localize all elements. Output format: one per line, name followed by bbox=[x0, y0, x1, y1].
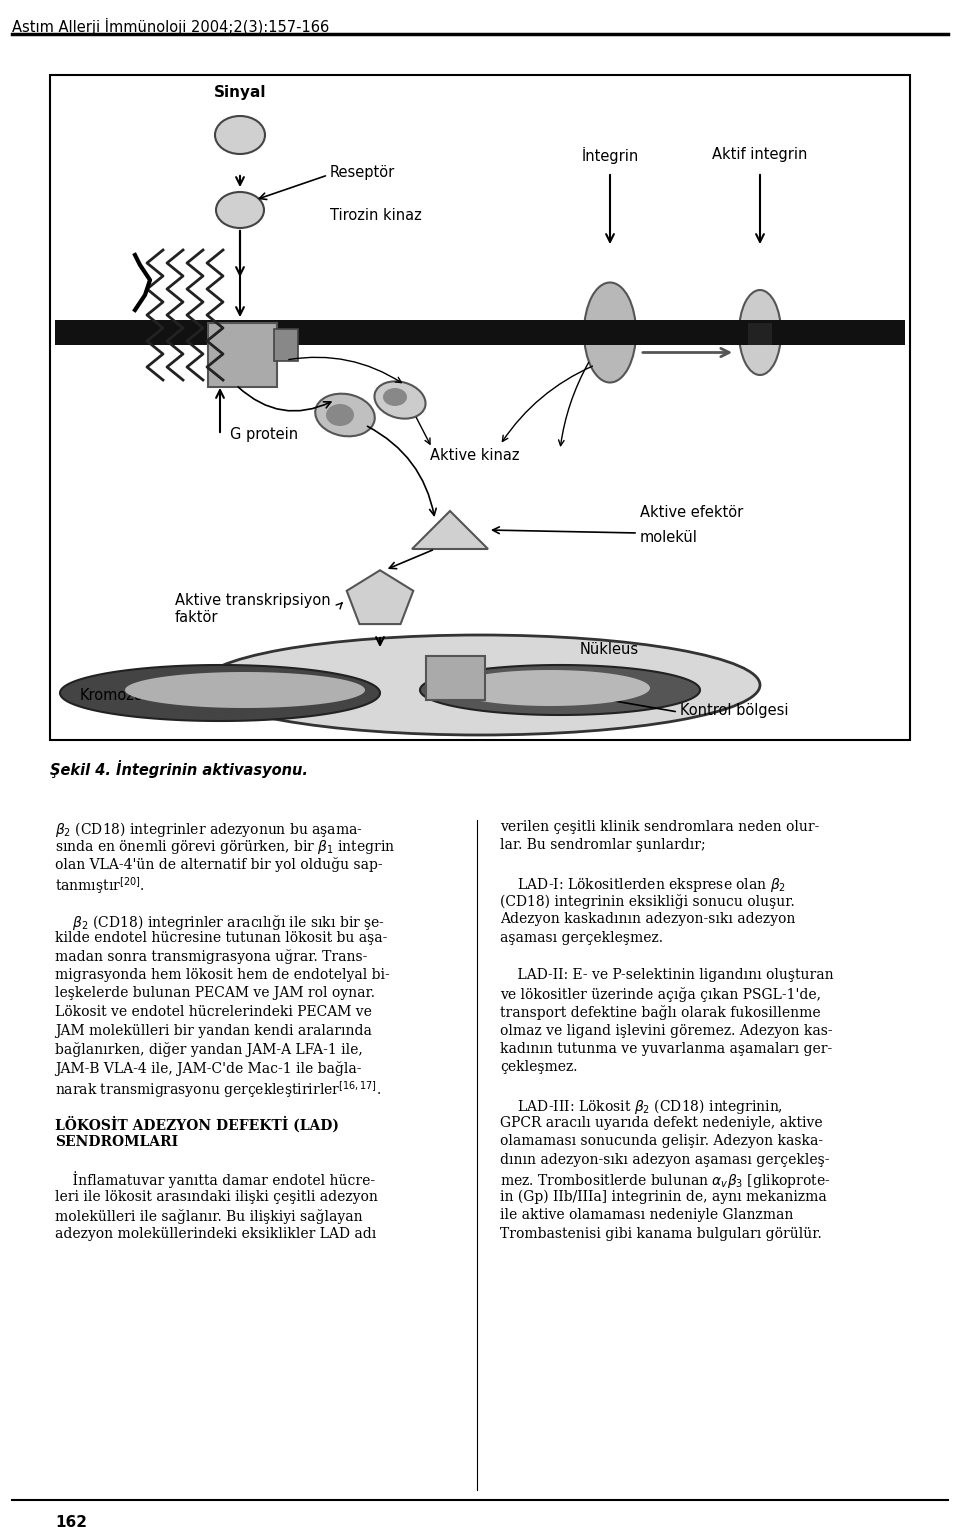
Text: leri ile lökosit arasındaki ilişki çeşitli adezyon: leri ile lökosit arasındaki ilişki çeşit… bbox=[55, 1190, 378, 1203]
Text: G protein: G protein bbox=[230, 428, 299, 443]
Text: migrasyonda hem lökosit hem de endotelyal bi-: migrasyonda hem lökosit hem de endotelya… bbox=[55, 968, 390, 982]
Text: 162: 162 bbox=[55, 1515, 87, 1527]
Text: JAM molekülleri bir yandan kendi aralarında: JAM molekülleri bir yandan kendi araları… bbox=[55, 1023, 372, 1037]
Text: Kontrol bölgesi: Kontrol bölgesi bbox=[680, 702, 788, 718]
Bar bbox=[55, 321, 905, 345]
Bar bbox=[748, 322, 772, 345]
FancyBboxPatch shape bbox=[274, 328, 298, 360]
Text: kadının tutunma ve yuvarlanma aşamaları ger-: kadının tutunma ve yuvarlanma aşamaları … bbox=[500, 1041, 832, 1057]
Text: Reseptör: Reseptör bbox=[330, 165, 396, 180]
Ellipse shape bbox=[383, 388, 407, 406]
Text: verilen çeşitli klinik sendromlara neden olur-: verilen çeşitli klinik sendromlara neden… bbox=[500, 820, 820, 834]
Text: Kromozom: Kromozom bbox=[80, 687, 158, 702]
Ellipse shape bbox=[326, 405, 354, 426]
Ellipse shape bbox=[374, 382, 425, 418]
Text: Şekil 4. İntegrinin aktivasyonu.: Şekil 4. İntegrinin aktivasyonu. bbox=[50, 760, 308, 777]
Text: tanmıştır$^{[20]}$.: tanmıştır$^{[20]}$. bbox=[55, 875, 145, 896]
FancyBboxPatch shape bbox=[426, 657, 485, 699]
Text: olmaz ve ligand işlevini göremez. Adezyon kas-: olmaz ve ligand işlevini göremez. Adezyo… bbox=[500, 1023, 832, 1037]
Text: JAM-B VLA-4 ile, JAM-C'de Mac-1 ile bağla-: JAM-B VLA-4 ile, JAM-C'de Mac-1 ile bağl… bbox=[55, 1060, 362, 1075]
Text: madan sonra transmigrasyona uğrar. Trans-: madan sonra transmigrasyona uğrar. Trans… bbox=[55, 950, 368, 965]
Text: Sinyal: Sinyal bbox=[214, 86, 266, 99]
Text: lar. Bu sendromlar şunlardır;: lar. Bu sendromlar şunlardır; bbox=[500, 838, 706, 852]
Text: dının adezyon-sıkı adezyon aşaması gerçekleş-: dının adezyon-sıkı adezyon aşaması gerçe… bbox=[500, 1153, 829, 1167]
Text: mez. Trombositlerde bulunan $\alpha_v\beta_3$ [glikoprote-: mez. Trombositlerde bulunan $\alpha_v\be… bbox=[500, 1171, 830, 1190]
Text: transport defektine bağlı olarak fukosillenme: transport defektine bağlı olarak fukosil… bbox=[500, 1005, 821, 1020]
Ellipse shape bbox=[200, 635, 760, 734]
Text: sında en önemli görevi görürken, bir $\beta_1$ integrin: sında en önemli görevi görürken, bir $\b… bbox=[55, 838, 396, 857]
Polygon shape bbox=[420, 664, 700, 715]
Text: aşaması gerçekleşmez.: aşaması gerçekleşmez. bbox=[500, 931, 663, 945]
Text: Aktive transkripsiyon: Aktive transkripsiyon bbox=[175, 592, 330, 608]
Text: LAD-III: Lökosit $\beta_2$ (CD18) integrinin,: LAD-III: Lökosit $\beta_2$ (CD18) integr… bbox=[500, 1098, 783, 1116]
Bar bbox=[580, 321, 640, 345]
Text: LAD-II: E- ve P-selektinin ligandını oluşturan: LAD-II: E- ve P-selektinin ligandını olu… bbox=[500, 968, 833, 982]
Text: Aktive kinaz: Aktive kinaz bbox=[430, 447, 519, 463]
Text: İnflamatuvar yanıtta damar endotel hücre-: İnflamatuvar yanıtta damar endotel hücre… bbox=[55, 1171, 375, 1188]
Polygon shape bbox=[60, 664, 380, 721]
Text: bağlanırken, diğer yandan JAM-A LFA-1 ile,: bağlanırken, diğer yandan JAM-A LFA-1 il… bbox=[55, 1041, 363, 1057]
Polygon shape bbox=[412, 512, 488, 550]
Text: Tirozin kinaz: Tirozin kinaz bbox=[330, 208, 421, 223]
Text: Aktif integrin: Aktif integrin bbox=[712, 148, 807, 162]
Text: LAD-I: Lökositlerden eksprese olan $\beta_2$: LAD-I: Lökositlerden eksprese olan $\bet… bbox=[500, 875, 786, 893]
Text: faktör: faktör bbox=[175, 611, 219, 626]
Text: çekleşmez.: çekleşmez. bbox=[500, 1060, 578, 1075]
Ellipse shape bbox=[216, 192, 264, 228]
Text: $\beta_2$ (CD18) integrinler aracılığı ile sıkı bir şe-: $\beta_2$ (CD18) integrinler aracılığı i… bbox=[55, 913, 385, 931]
Ellipse shape bbox=[584, 282, 636, 382]
Text: narak transmigrasyonu gerçekleştirirler$^{[16,17]}$.: narak transmigrasyonu gerçekleştirirler$… bbox=[55, 1080, 381, 1099]
Text: molekülleri ile sağlanır. Bu ilişkiyi sağlayan: molekülleri ile sağlanır. Bu ilişkiyi sa… bbox=[55, 1208, 363, 1223]
Text: adezyon moleküllerindeki eksiklikler LAD adı: adezyon moleküllerindeki eksiklikler LAD… bbox=[55, 1228, 376, 1241]
Text: Lökosit ve endotel hücrelerindeki PECAM ve: Lökosit ve endotel hücrelerindeki PECAM … bbox=[55, 1005, 372, 1019]
Text: Nükleus: Nükleus bbox=[580, 643, 639, 658]
Text: olan VLA-4'ün de alternatif bir yol olduğu sap-: olan VLA-4'ün de alternatif bir yol oldu… bbox=[55, 857, 383, 872]
Polygon shape bbox=[125, 672, 365, 709]
Text: İntegrin: İntegrin bbox=[582, 147, 638, 163]
Text: GPCR aracılı uyarıda defekt nedeniyle, aktive: GPCR aracılı uyarıda defekt nedeniyle, a… bbox=[500, 1116, 823, 1130]
Text: LÖKOSİT ADEZYON DEFEKTİ (LAD): LÖKOSİT ADEZYON DEFEKTİ (LAD) bbox=[55, 1116, 339, 1133]
Polygon shape bbox=[347, 570, 414, 625]
Text: Aktive efektör: Aktive efektör bbox=[640, 505, 743, 521]
Polygon shape bbox=[450, 670, 650, 705]
Text: ile aktive olamaması nedeniyle Glanzman: ile aktive olamaması nedeniyle Glanzman bbox=[500, 1208, 793, 1223]
Text: kilde endotel hücresine tutunan lökosit bu aşa-: kilde endotel hücresine tutunan lökosit … bbox=[55, 931, 388, 945]
Text: leşkelerde bulunan PECAM ve JAM rol oynar.: leşkelerde bulunan PECAM ve JAM rol oyna… bbox=[55, 986, 375, 1000]
Text: in (Gp) IIb/IIIa] integrinin de, aynı mekanizma: in (Gp) IIb/IIIa] integrinin de, aynı me… bbox=[500, 1190, 827, 1205]
Text: $\beta_2$ (CD18) integrinler adezyonun bu aşama-: $\beta_2$ (CD18) integrinler adezyonun b… bbox=[55, 820, 363, 838]
Text: olamaması sonucunda gelişir. Adezyon kaska-: olamaması sonucunda gelişir. Adezyon kas… bbox=[500, 1135, 823, 1148]
Ellipse shape bbox=[739, 290, 781, 376]
Ellipse shape bbox=[315, 394, 374, 437]
Bar bbox=[50, 75, 910, 741]
Text: Adezyon kaskadının adezyon-sıkı adezyon: Adezyon kaskadının adezyon-sıkı adezyon bbox=[500, 913, 796, 927]
Text: SENDROMLARI: SENDROMLARI bbox=[55, 1135, 179, 1148]
Ellipse shape bbox=[215, 116, 265, 154]
Text: ve lökositler üzerinde açığa çıkan PSGL-1'de,: ve lökositler üzerinde açığa çıkan PSGL-… bbox=[500, 986, 821, 1002]
Bar bbox=[735, 321, 785, 345]
Text: (CD18) integrinin eksikliği sonucu oluşur.: (CD18) integrinin eksikliği sonucu oluşu… bbox=[500, 893, 795, 909]
Text: molekül: molekül bbox=[640, 530, 698, 545]
Text: Trombastenisi gibi kanama bulguları görülür.: Trombastenisi gibi kanama bulguları görü… bbox=[500, 1228, 822, 1241]
FancyBboxPatch shape bbox=[208, 324, 277, 386]
Text: Astım Allerji İmmünoloji 2004;2(3):157-166: Astım Allerji İmmünoloji 2004;2(3):157-1… bbox=[12, 18, 329, 35]
